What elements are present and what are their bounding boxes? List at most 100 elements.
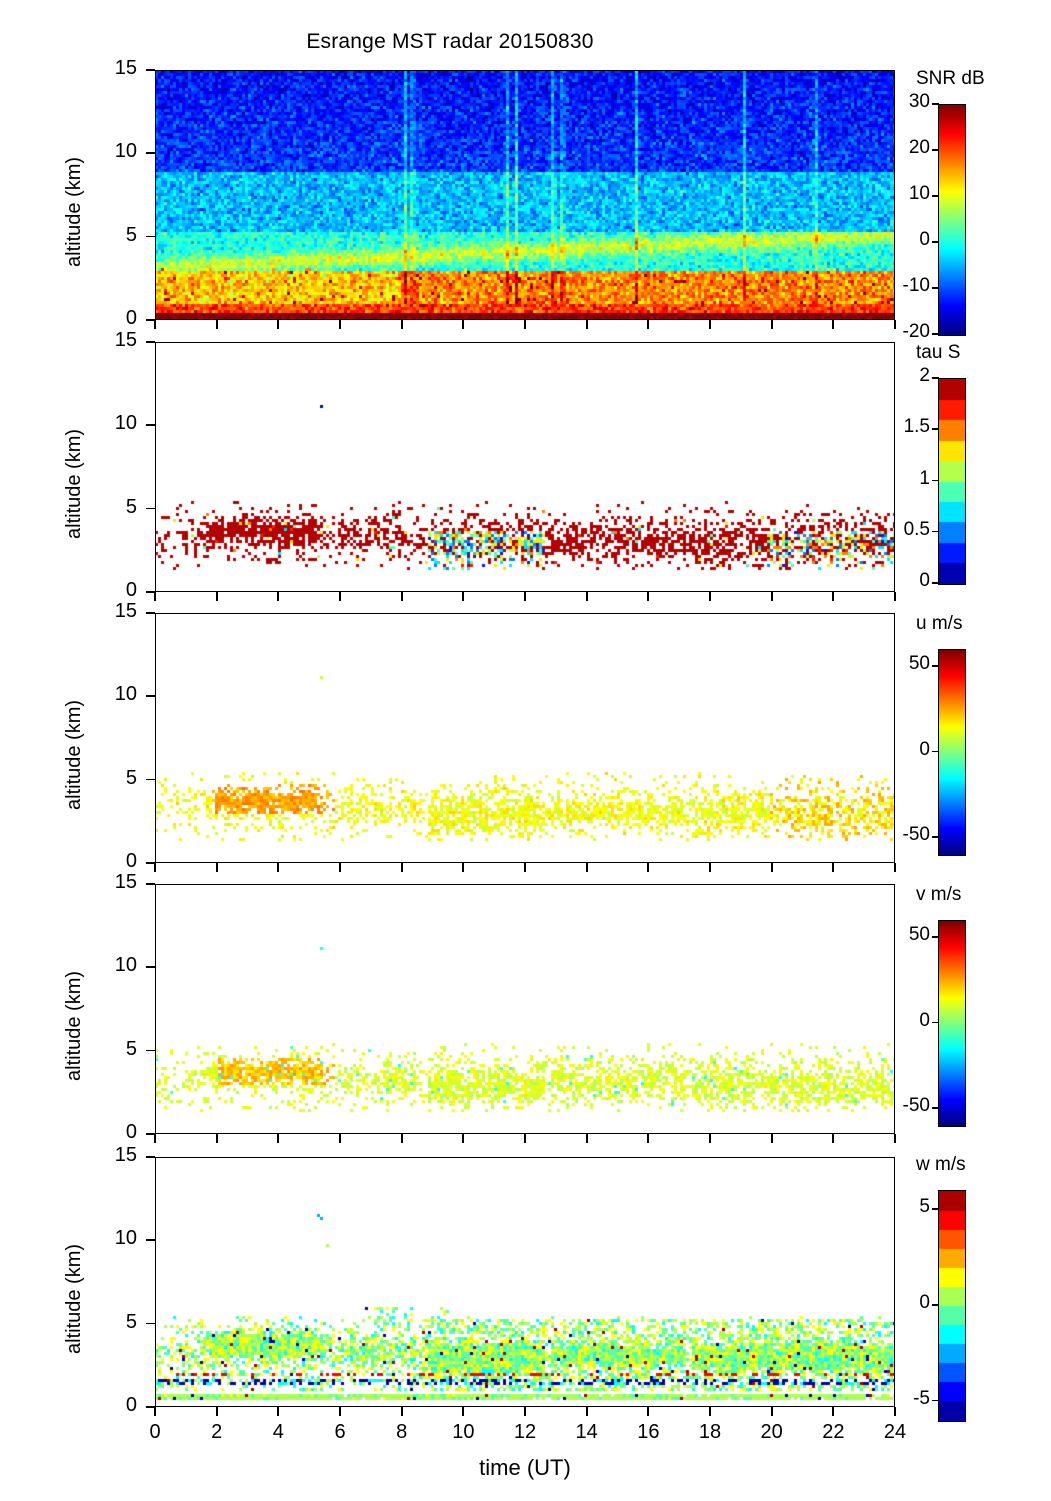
x-tick bbox=[339, 1134, 341, 1143]
tau-colorbar-gradient bbox=[938, 378, 966, 585]
w-colorbar-tick bbox=[932, 1399, 939, 1402]
tau-colorbar-tick-label: 2 bbox=[919, 365, 930, 386]
v-colorbar-title: v m/s bbox=[916, 884, 962, 905]
y-axis-label: altitude (km) bbox=[63, 970, 85, 1081]
v-colorbar-tick bbox=[932, 1021, 939, 1024]
x-tick bbox=[462, 1134, 465, 1143]
x-tick bbox=[154, 1134, 156, 1143]
x-tick bbox=[585, 1134, 588, 1143]
snr-colorbar-tick-label: 0 bbox=[919, 229, 930, 250]
y-tick-label: 15 bbox=[114, 329, 137, 351]
x-tick bbox=[709, 863, 711, 872]
y-axis-label: altitude (km) bbox=[63, 156, 85, 267]
x-tick bbox=[894, 320, 896, 329]
tau-colorbar-title: tau S bbox=[916, 342, 961, 363]
x-tick bbox=[894, 1134, 896, 1143]
x-tick-label: 18 bbox=[698, 1421, 722, 1443]
w-panel[interactable] bbox=[155, 1157, 895, 1407]
y-tick-label: 5 bbox=[125, 766, 137, 789]
x-tick-label: 2 bbox=[211, 1421, 223, 1443]
x-tick bbox=[215, 592, 218, 601]
w-colorbar-tick-label: 0 bbox=[919, 1292, 930, 1313]
x-tick bbox=[277, 1134, 280, 1143]
y-tick bbox=[146, 235, 155, 238]
y-tick bbox=[146, 1156, 155, 1158]
x-tick-label: 6 bbox=[334, 1421, 346, 1443]
v-colorbar bbox=[938, 920, 966, 1127]
y-tick bbox=[146, 612, 155, 614]
x-tick bbox=[462, 1407, 465, 1416]
x-tick bbox=[154, 863, 156, 872]
y-tick-label: 15 bbox=[114, 600, 137, 622]
u-colorbar bbox=[938, 649, 966, 856]
x-axis-label: time (UT) bbox=[479, 1455, 571, 1480]
w-colorbar-title: w m/s bbox=[916, 1154, 966, 1175]
x-tick bbox=[215, 863, 218, 872]
x-tick bbox=[462, 320, 465, 329]
tau-colorbar-tick bbox=[932, 530, 939, 533]
y-tick bbox=[146, 778, 155, 781]
tau-colorbar-tick bbox=[932, 428, 939, 430]
y-tick bbox=[146, 507, 155, 510]
snr-colorbar-tick bbox=[932, 103, 939, 105]
v-colorbar-tick-label: 50 bbox=[908, 924, 930, 946]
x-tick-label: 14 bbox=[575, 1421, 598, 1443]
x-tick bbox=[832, 1134, 835, 1143]
w-colorbar-tick bbox=[932, 1208, 939, 1210]
y-tick-label: 0 bbox=[125, 579, 137, 601]
u-panel[interactable] bbox=[155, 613, 895, 863]
u-colorbar-tick bbox=[932, 750, 939, 753]
y-tick-label: 10 bbox=[114, 140, 137, 163]
x-tick bbox=[709, 1134, 711, 1143]
y-tick bbox=[146, 69, 155, 71]
x-tick-label: 8 bbox=[396, 1421, 408, 1443]
y-tick bbox=[146, 591, 155, 593]
snr-colorbar-tick-label: 10 bbox=[908, 183, 930, 204]
x-tick bbox=[400, 863, 403, 872]
x-tick-label: 24 bbox=[883, 1421, 907, 1443]
x-tick bbox=[894, 592, 896, 601]
x-tick bbox=[524, 1407, 526, 1416]
snr-colorbar-title: SNR dB bbox=[916, 68, 985, 89]
snr-colorbar-tick-label: -10 bbox=[902, 275, 930, 296]
x-tick bbox=[400, 320, 403, 329]
snr-panel[interactable] bbox=[155, 70, 895, 320]
y-tick-label: 0 bbox=[125, 1394, 137, 1416]
y-tick-label: 5 bbox=[125, 1037, 137, 1060]
x-tick bbox=[462, 592, 465, 601]
tau-panel-image bbox=[155, 342, 895, 592]
x-tick bbox=[400, 1134, 403, 1143]
x-tick bbox=[585, 592, 588, 601]
x-tick bbox=[832, 592, 835, 601]
x-tick bbox=[647, 863, 650, 872]
v-colorbar-tick-label: 0 bbox=[919, 1009, 930, 1031]
u-colorbar-tick-label: 0 bbox=[919, 738, 930, 760]
w-colorbar-tick-label: -5 bbox=[913, 1387, 930, 1409]
tau-colorbar-tick bbox=[932, 582, 939, 584]
y-tick-label: 10 bbox=[114, 954, 137, 977]
x-tick bbox=[647, 592, 650, 601]
x-tick bbox=[647, 1134, 650, 1143]
x-tick bbox=[524, 320, 526, 329]
tau-panel[interactable] bbox=[155, 342, 895, 592]
x-tick-label: 10 bbox=[452, 1421, 475, 1443]
tau-colorbar-tick-label: 1 bbox=[919, 467, 930, 489]
x-tick bbox=[832, 320, 835, 329]
x-tick bbox=[770, 1407, 773, 1416]
x-tick bbox=[585, 863, 588, 872]
u-colorbar-tick-label: 50 bbox=[908, 653, 930, 675]
x-tick bbox=[770, 592, 773, 601]
snr-colorbar-tick bbox=[932, 149, 939, 151]
x-tick bbox=[770, 863, 773, 872]
x-tick bbox=[215, 1407, 218, 1416]
x-tick bbox=[277, 320, 280, 329]
snr-colorbar-tick bbox=[932, 195, 939, 197]
v-colorbar-gradient bbox=[938, 920, 966, 1127]
snr-colorbar-tick bbox=[932, 333, 939, 335]
y-tick bbox=[146, 1406, 155, 1408]
u-colorbar-tick bbox=[932, 665, 939, 667]
v-panel[interactable] bbox=[155, 884, 895, 1134]
x-tick bbox=[770, 1134, 773, 1143]
x-tick bbox=[277, 592, 280, 601]
x-tick bbox=[400, 592, 403, 601]
